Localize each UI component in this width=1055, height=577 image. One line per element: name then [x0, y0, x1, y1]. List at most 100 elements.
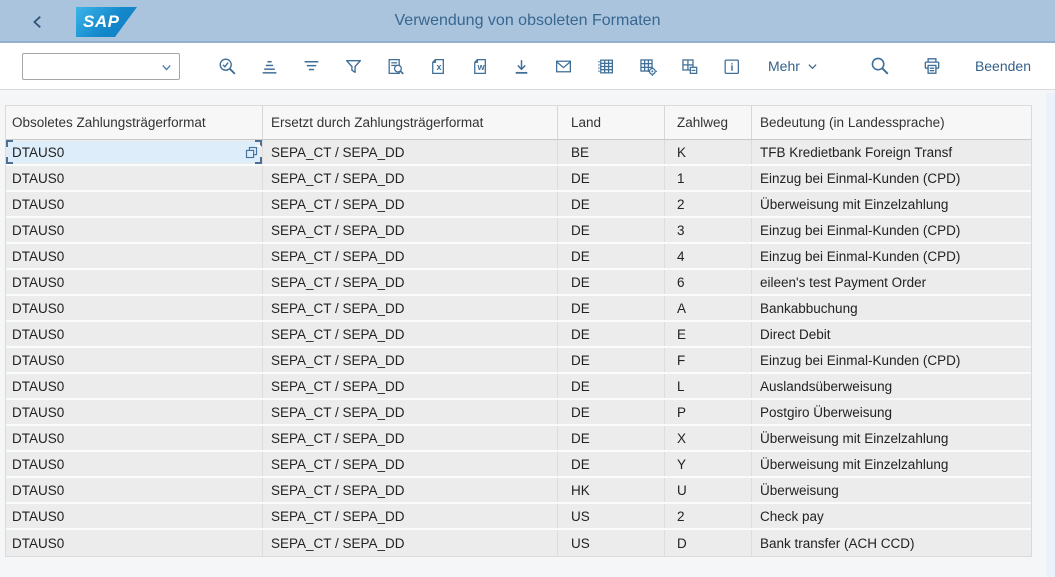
table-cell[interactable]: DE — [558, 348, 665, 372]
table-cell[interactable]: Einzug bei Einmal-Kunden (CPD) — [760, 222, 961, 238]
table-row[interactable]: DTAUS0 SEPA_CT / SEPA_DD DE X Überweisung mi… — [6, 426, 1031, 452]
table-cell[interactable]: Einzug bei Einmal-Kunden (CPD) — [760, 170, 961, 186]
table-cell[interactable]: DE — [558, 322, 665, 346]
table-cell[interactable]: DTAUS0 — [6, 504, 263, 528]
table-row[interactable]: DTAUS0 SEPA_CT / SEPA_DD US 2 Check pay — [6, 504, 1031, 530]
table-cell[interactable]: SEPA_CT / SEPA_DD — [263, 504, 558, 528]
table-cell[interactable]: Auslandsüberweisung — [760, 378, 893, 394]
table-cell[interactable]: TFB Kredietbank Foreign Transf — [760, 144, 953, 160]
table-cell[interactable]: P — [665, 400, 752, 424]
table-cell[interactable]: 3 — [665, 218, 752, 242]
table-cell[interactable]: SEPA_CT / SEPA_DD — [263, 244, 558, 268]
table-row[interactable]: DTAUS0 SEPA_CT / SEPA_DD DE 1 Einzug bei Ein… — [6, 166, 1031, 192]
print-button[interactable] — [920, 53, 944, 79]
find-button[interactable] — [215, 53, 239, 79]
table-cell[interactable]: eileen's test Payment Order — [760, 274, 927, 290]
table-cell[interactable]: DTAUS0 — [6, 270, 263, 294]
table-cell[interactable]: DE — [558, 166, 665, 190]
back-button[interactable] — [28, 12, 48, 32]
table-cell[interactable]: E — [665, 322, 752, 346]
table-cell[interactable]: Y — [665, 452, 752, 476]
table-cell[interactable]: Direct Debit — [760, 326, 831, 342]
search-button[interactable] — [868, 53, 892, 79]
table-cell[interactable]: Überweisung mit Einzelzahlung — [760, 456, 949, 472]
table-cell[interactable]: Bankabbuchung — [760, 300, 858, 316]
table-cell[interactable]: DTAUS0 — [6, 140, 263, 164]
table-cell[interactable]: SEPA_CT / SEPA_DD — [263, 478, 558, 502]
table-cell[interactable]: Einzug bei Einmal-Kunden (CPD) — [760, 352, 961, 368]
table-row[interactable]: DTAUS0 SEPA_CT / SEPA_DD US D Bank transfer … — [6, 530, 1031, 556]
table-row[interactable]: DTAUS0 SEPA_CT / SEPA_DD DE Y Überweisung mi… — [6, 452, 1031, 478]
column-header[interactable]: Obsoletes Zahlungsträgerformat — [6, 106, 263, 139]
table-row[interactable]: DTAUS0 SEPA_CT / SEPA_DD HK U Überweisung — [6, 478, 1031, 504]
table-cell[interactable]: D — [665, 530, 752, 556]
table-cell[interactable]: US — [558, 504, 665, 528]
table-row[interactable]: DTAUS0 SEPA_CT / SEPA_DD DE 2 Überweisung mi… — [6, 192, 1031, 218]
sort-descending-button[interactable] — [299, 53, 323, 79]
table-cell[interactable]: DE — [558, 296, 665, 320]
table-cell[interactable]: DE — [558, 400, 665, 424]
download-button[interactable] — [509, 53, 533, 79]
table-cell[interactable]: U — [665, 478, 752, 502]
table-cell[interactable]: SEPA_CT / SEPA_DD — [263, 348, 558, 372]
table-cell[interactable]: BE — [558, 140, 665, 164]
table-cell[interactable]: DE — [558, 192, 665, 216]
table-row[interactable]: DTAUS0 SEPA_CT / SEPA_DD DE 3 Einzug bei Ein… — [6, 218, 1031, 244]
table-cell[interactable]: Postgiro Überweisung — [760, 404, 893, 420]
table-cell[interactable]: SEPA_CT / SEPA_DD — [263, 374, 558, 398]
table-cell[interactable]: SEPA_CT / SEPA_DD — [263, 166, 558, 190]
table-cell[interactable]: Bank transfer (ACH CCD) — [760, 535, 915, 551]
column-header[interactable]: Ersetzt durch Zahlungsträgerformat — [263, 106, 558, 139]
table-cell[interactable]: 6 — [665, 270, 752, 294]
table-row[interactable]: DTAUS0 SEPA_CT / SEPA_DD DE 4 Einzug bei Ein… — [6, 244, 1031, 270]
command-input[interactable] — [23, 53, 211, 79]
table-cell[interactable]: Überweisung — [760, 482, 839, 498]
table-row[interactable]: DTAUS0 SEPA_CT / SEPA_DD DE P Postgiro Überw… — [6, 400, 1031, 426]
table-cell[interactable]: DE — [558, 426, 665, 450]
table-cell[interactable]: DE — [558, 244, 665, 268]
table-row[interactable]: DTAUS0 SEPA_CT / SEPA_DD DE F Einzug bei Ein… — [6, 348, 1031, 374]
table-cell[interactable]: DTAUS0 — [6, 166, 263, 190]
table-cell[interactable]: A — [665, 296, 752, 320]
table-cell[interactable]: SEPA_CT / SEPA_DD — [263, 452, 558, 476]
table-cell[interactable]: DTAUS0 — [6, 400, 263, 424]
table-row[interactable]: DTAUS0 SEPA_CT / SEPA_DD DE L Auslandsüberwe… — [6, 374, 1031, 400]
table-cell[interactable]: US — [558, 530, 665, 556]
table-cell[interactable]: HK — [558, 478, 665, 502]
table-cell[interactable]: SEPA_CT / SEPA_DD — [263, 270, 558, 294]
table-cell[interactable]: SEPA_CT / SEPA_DD — [263, 426, 558, 450]
table-cell[interactable]: Überweisung mit Einzelzahlung — [760, 196, 949, 212]
print-preview-button[interactable] — [383, 53, 407, 79]
column-header[interactable]: Zahlweg — [665, 106, 752, 139]
beenden-button[interactable]: Beenden — [974, 58, 1031, 74]
table-cell[interactable]: 1 — [665, 166, 752, 190]
table-cell[interactable]: DTAUS0 — [6, 478, 263, 502]
table-cell[interactable]: DTAUS0 — [6, 218, 263, 242]
spreadsheet-button[interactable] — [593, 53, 617, 79]
chevron-down-icon[interactable] — [159, 60, 174, 80]
table-cell[interactable]: SEPA_CT / SEPA_DD — [263, 296, 558, 320]
layout-settings-button[interactable] — [635, 53, 659, 79]
column-header[interactable]: Bedeutung (in Landessprache) — [760, 115, 945, 130]
table-cell[interactable]: DE — [558, 452, 665, 476]
table-cell[interactable]: SEPA_CT / SEPA_DD — [263, 140, 558, 164]
table-cell[interactable]: F — [665, 348, 752, 372]
table-cell[interactable]: L — [665, 374, 752, 398]
table-cell[interactable]: DTAUS0 — [6, 348, 263, 372]
table-cell[interactable]: DE — [558, 270, 665, 294]
table-cell[interactable]: 4 — [665, 244, 752, 268]
table-cell[interactable]: DTAUS0 — [6, 322, 263, 346]
table-cell[interactable]: Check pay — [760, 508, 824, 524]
table-cell[interactable]: DE — [558, 218, 665, 242]
table-cell[interactable]: SEPA_CT / SEPA_DD — [263, 218, 558, 242]
export-word-button[interactable]: w — [467, 53, 491, 79]
table-cell[interactable]: X — [665, 426, 752, 450]
table-cell[interactable]: 2 — [665, 192, 752, 216]
table-cell[interactable]: DTAUS0 — [6, 244, 263, 268]
table-cell[interactable]: Überweisung mit Einzelzahlung — [760, 430, 949, 446]
table-row[interactable]: DTAUS0 SEPA_CT / SEPA_DD DE 6 eileen's test … — [6, 270, 1031, 296]
filter-button[interactable] — [341, 53, 365, 79]
export-excel-button[interactable]: x — [425, 53, 449, 79]
save-layout-button[interactable] — [677, 53, 701, 79]
table-cell[interactable]: SEPA_CT / SEPA_DD — [263, 192, 558, 216]
